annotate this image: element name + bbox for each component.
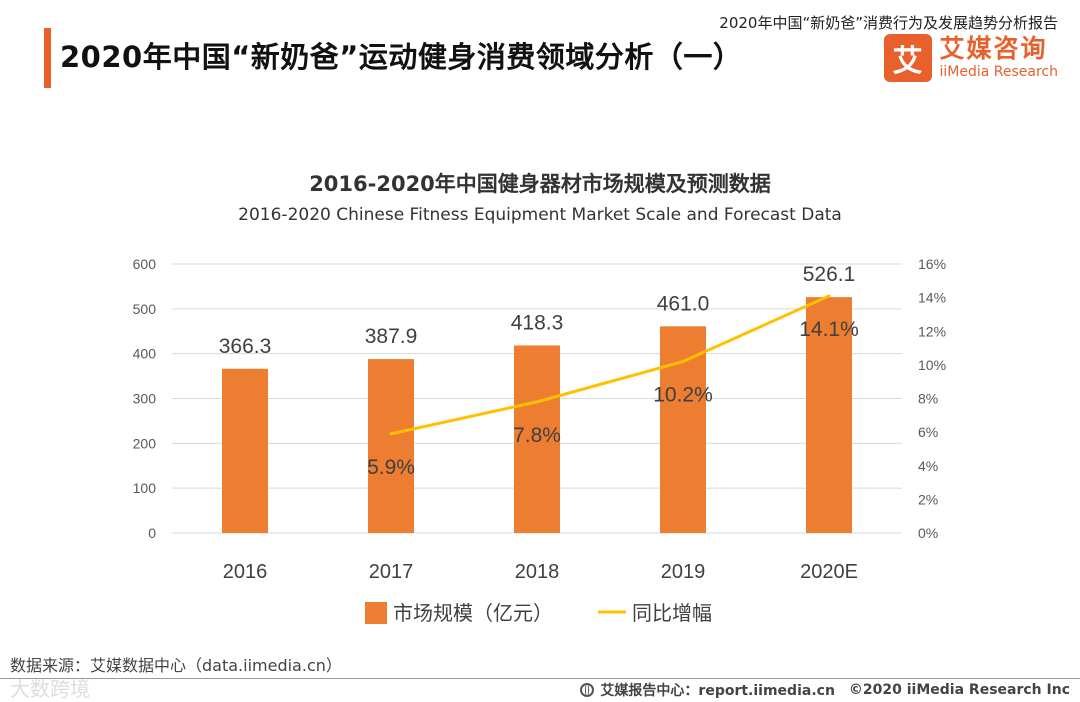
growth-point	[535, 400, 539, 404]
left-axis-tick: 500	[133, 301, 157, 317]
right-axis-tick: 0%	[918, 525, 938, 541]
page-title: 2020年中国“新奶爸”运动健身消费领域分析（一）	[60, 40, 743, 74]
bar-data-label: 461.0	[657, 292, 710, 315]
category-label: 2016	[223, 561, 268, 583]
bar-data-label: 418.3	[511, 311, 564, 334]
right-axis-tick: 16%	[918, 256, 946, 272]
footer: 艾媒报告中心：report.iimedia.cn ©2020 iiMedia R…	[580, 680, 1070, 700]
right-axis-tick: 12%	[918, 323, 946, 339]
legend-line-label: 同比增幅	[632, 602, 712, 625]
category-label: 2017	[369, 561, 414, 583]
legend-bar-swatch	[365, 602, 387, 624]
right-axis-tick: 8%	[918, 391, 938, 407]
right-axis-tick: 6%	[918, 424, 938, 440]
title-accent-bar	[44, 28, 51, 88]
bar	[368, 359, 414, 533]
category-label: 2018	[515, 561, 560, 583]
category-label: 2020E	[800, 561, 858, 583]
bar	[806, 297, 852, 533]
bar-data-label: 366.3	[219, 335, 272, 358]
chart-subtitle: 2016-2020 Chinese Fitness Equipment Mark…	[238, 205, 842, 225]
growth-data-label: 10.2%	[653, 384, 713, 407]
globe-icon	[580, 683, 595, 697]
data-source: 数据来源：艾媒数据中心（data.iimedia.cn）	[10, 656, 342, 675]
report-title: 2020年中国“新奶爸”消费行为及发展趋势分析报告	[719, 14, 1058, 32]
footer-copyright: ©2020 iiMedia Research Inc	[848, 682, 1070, 698]
category-label: 2019	[661, 561, 706, 583]
legend-bar-label: 市场规模（亿元）	[393, 602, 553, 625]
right-axis-tick: 14%	[918, 290, 946, 306]
left-axis-tick: 100	[133, 480, 157, 496]
left-axis-tick: 0	[148, 525, 156, 541]
bar-data-label: 526.1	[803, 263, 856, 286]
growth-data-label: 7.8%	[513, 424, 561, 447]
growth-data-label: 5.9%	[367, 456, 415, 479]
right-axis-tick: 10%	[918, 357, 946, 373]
iimedia-logo: 艾 艾媒咨询 iiMedia Research	[883, 32, 1059, 84]
logo-name-en: iiMedia Research	[939, 64, 1059, 80]
bar	[222, 368, 268, 533]
right-axis-tick: 4%	[918, 458, 938, 474]
right-axis-tick: 2%	[918, 491, 938, 507]
growth-point	[681, 360, 685, 364]
logo-name-cn: 艾媒咨询	[939, 34, 1048, 63]
bar-data-label: 387.9	[365, 325, 418, 348]
left-axis-tick: 200	[133, 435, 157, 451]
growth-data-label: 14.1%	[799, 318, 859, 341]
growth-point	[827, 294, 831, 298]
chart-title: 2016-2020年中国健身器材市场规模及预测数据	[309, 172, 771, 196]
logo-mark-icon: 艾	[883, 34, 932, 82]
footer-report-center: 艾媒报告中心：report.iimedia.cn	[600, 683, 835, 699]
footer-divider	[0, 678, 1080, 679]
bar	[660, 326, 706, 533]
left-axis-tick: 400	[133, 346, 157, 362]
bar	[514, 345, 560, 533]
growth-point	[389, 432, 393, 436]
watermark: 大数跨境	[10, 677, 90, 701]
growth-line	[390, 294, 830, 436]
left-axis-tick: 300	[133, 391, 157, 407]
left-axis-tick: 600	[133, 256, 157, 272]
